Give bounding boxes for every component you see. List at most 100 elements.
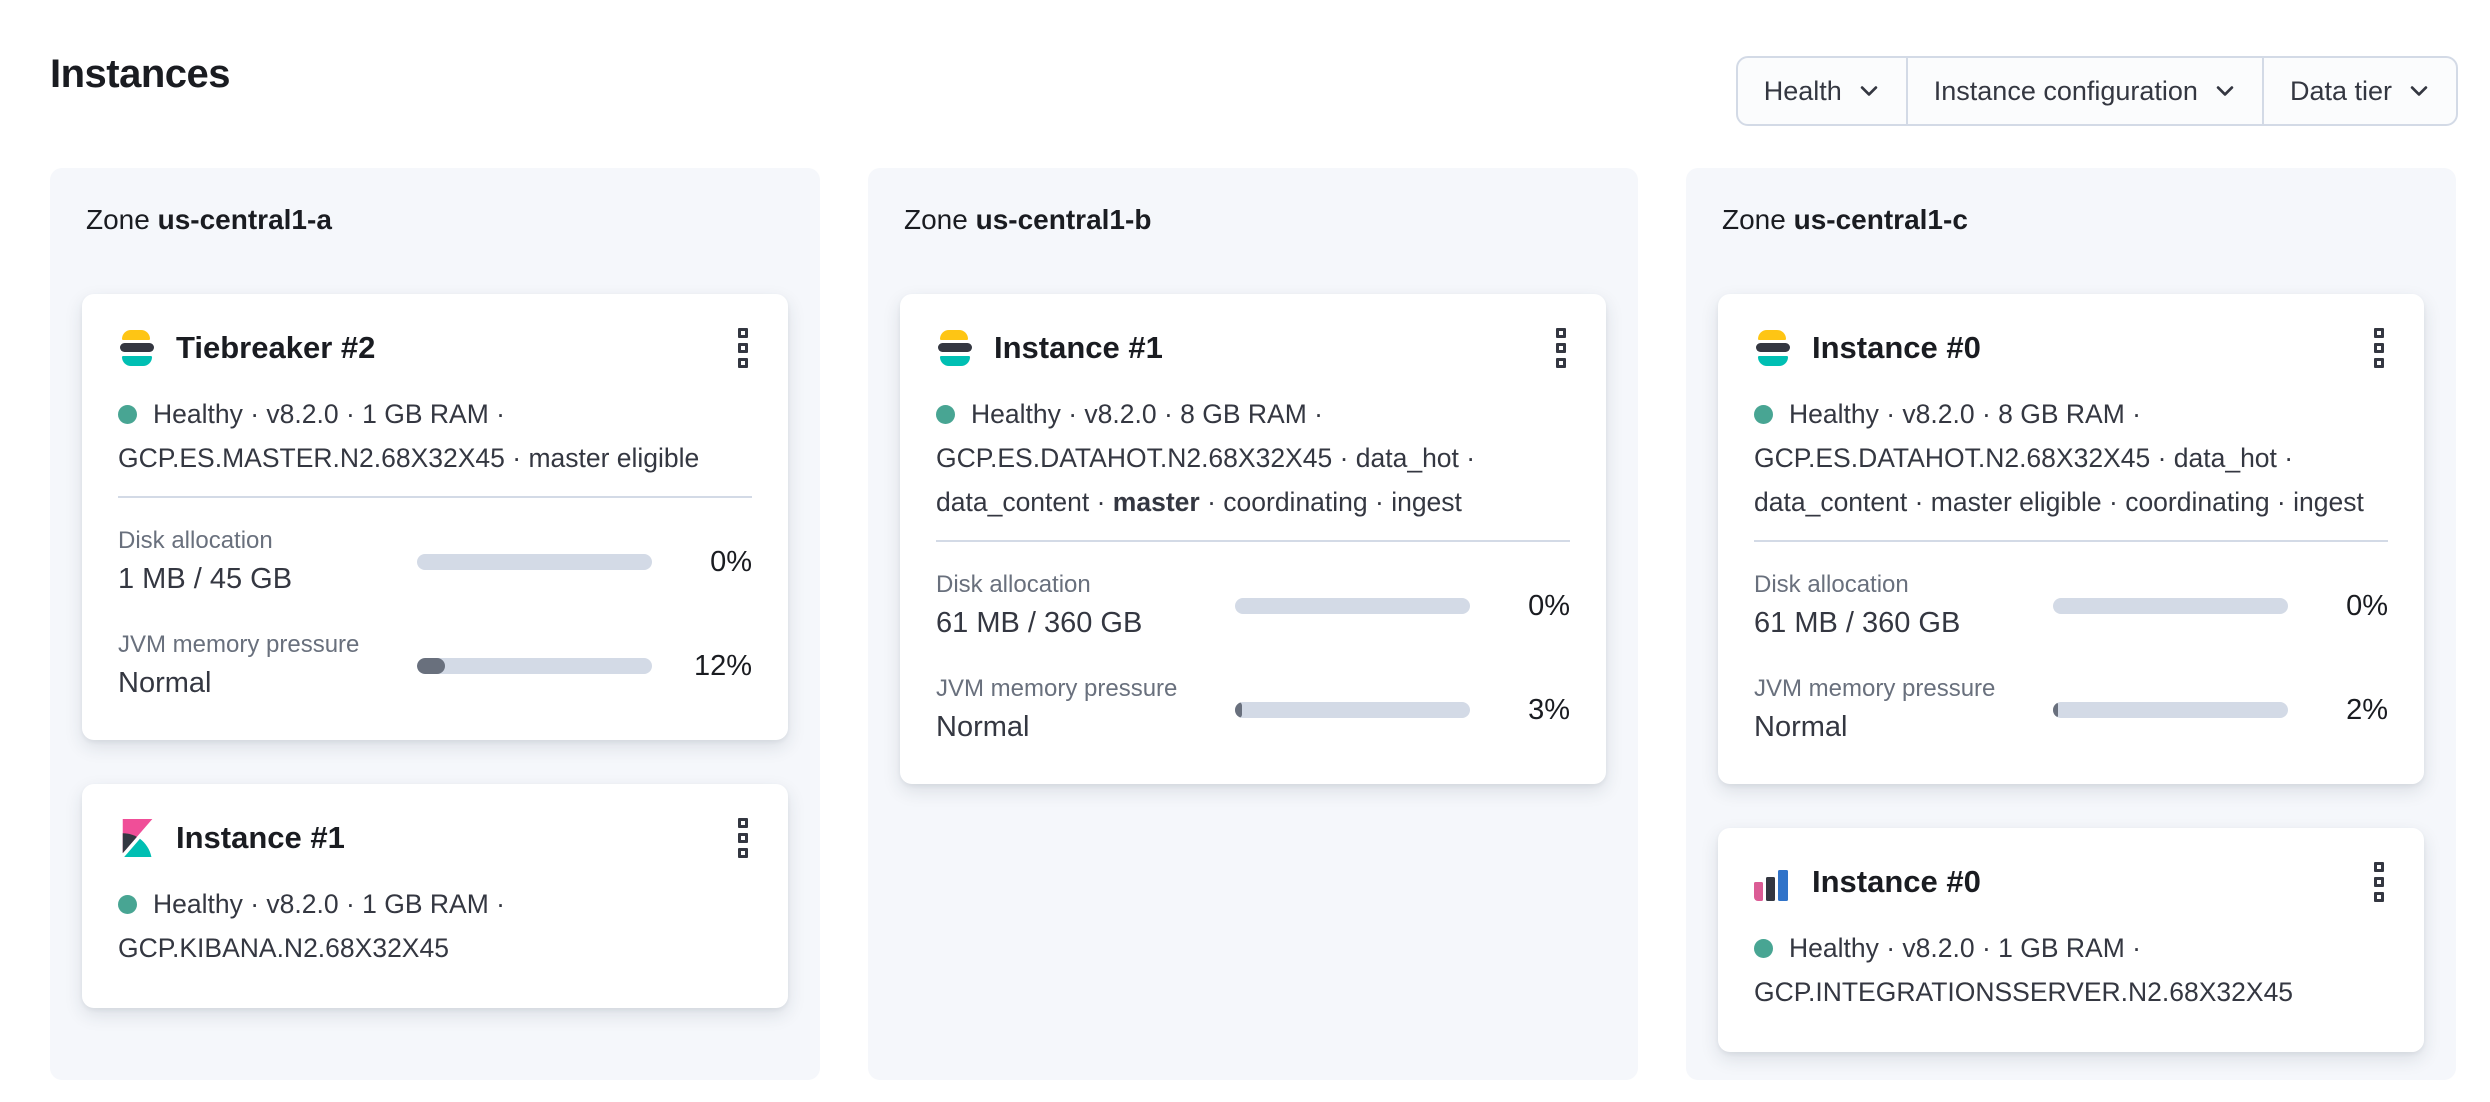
- integrations-server-logo-icon: [1754, 863, 1792, 901]
- top-bar: Instances Health Instance configuration …: [0, 0, 2490, 126]
- jvm-percent: 3%: [1528, 693, 1570, 726]
- instance-card-kibana-1: Instance #1 Healthy · v8.2.0 · 1 GB RAM …: [82, 784, 788, 1008]
- chevron-down-icon: [1860, 86, 1878, 96]
- disk-allocation-row: Disk allocation 61 MB / 360 GB 0%: [1754, 570, 2388, 642]
- zone-header: Zone us-central1-c: [1722, 204, 2424, 236]
- disk-allocation-value: 61 MB / 360 GB: [936, 607, 1143, 639]
- disk-progress-bar: [1235, 598, 1470, 614]
- instance-configuration-text: GCP.ES.MASTER.N2.68X32X45 · master eligi…: [118, 443, 700, 473]
- health-label: Healthy: [1789, 399, 1879, 429]
- zone-panel-us-central1-a: Zone us-central1-a Tiebreaker #2 Healthy…: [50, 168, 820, 1080]
- health-dot-icon: [118, 405, 137, 424]
- disk-allocation-label: Disk allocation: [118, 527, 273, 554]
- card-divider: [936, 540, 1570, 542]
- disk-percent: 0%: [710, 545, 752, 578]
- instance-title: Tiebreaker #2: [176, 330, 376, 365]
- instance-card-tiebreaker-2: Tiebreaker #2 Healthy · v8.2.0 · 1 GB RA…: [82, 294, 788, 740]
- instance-menu-button[interactable]: [734, 326, 752, 370]
- node-roles-text: data_content · master eligible · coordin…: [1754, 487, 2364, 517]
- health-label: Healthy: [1789, 933, 1879, 963]
- instance-menu-button[interactable]: [2370, 860, 2388, 904]
- health-dot-icon: [936, 405, 955, 424]
- zone-name: us-central1-b: [975, 204, 1152, 235]
- instance-status: Healthy · v8.2.0 · 1 GB RAM · GCP.INTEGR…: [1754, 933, 2294, 1007]
- instance-configuration-text: GCP.ES.DATAHOT.N2.68X32X45 · data_hot ·: [1754, 443, 2294, 473]
- zone-panel-us-central1-c: Zone us-central1-c Instance #0 Healthy ·…: [1686, 168, 2456, 1080]
- jvm-memory-label: JVM memory pressure: [936, 675, 1178, 702]
- instance-configuration-text: GCP.KIBANA.N2.68X32X45: [118, 933, 449, 963]
- boxes-vertical-icon: [738, 818, 748, 828]
- health-dot-icon: [118, 895, 137, 914]
- boxes-vertical-icon: [2374, 862, 2384, 872]
- card-divider: [1754, 540, 2388, 542]
- health-label: Healthy: [153, 399, 243, 429]
- chevron-down-icon: [2216, 86, 2234, 96]
- page-title: Instances: [50, 52, 231, 96]
- filter-group: Health Instance configuration Data tier: [1735, 56, 2458, 126]
- zone-label: Zone: [904, 204, 968, 235]
- jvm-memory-row: JVM memory pressure Normal 12%: [118, 630, 752, 702]
- elasticsearch-logo-icon: [1754, 329, 1792, 367]
- jvm-memory-value: Normal: [1754, 711, 1848, 743]
- filter-button-data-tier[interactable]: Data tier: [2264, 58, 2456, 124]
- instance-menu-button[interactable]: [734, 816, 752, 860]
- health-dot-icon: [1754, 939, 1773, 958]
- zone-label: Zone: [1722, 204, 1786, 235]
- boxes-vertical-icon: [2374, 328, 2384, 338]
- boxes-vertical-icon: [1556, 328, 1566, 338]
- elasticsearch-logo-icon: [936, 329, 974, 367]
- instance-title: Instance #0: [1812, 864, 1981, 899]
- filter-button-instance-configuration[interactable]: Instance configuration: [1908, 58, 2264, 124]
- disk-progress-bar: [417, 554, 652, 570]
- instance-status: Healthy · v8.2.0 · 1 GB RAM · GCP.KIBANA…: [118, 889, 505, 963]
- jvm-progress-bar: [1235, 702, 1470, 718]
- disk-percent: 0%: [2346, 589, 2388, 622]
- jvm-memory-label: JVM memory pressure: [118, 631, 360, 658]
- jvm-percent: 2%: [2346, 693, 2388, 726]
- disk-progress-bar: [2053, 598, 2288, 614]
- jvm-percent: 12%: [693, 649, 752, 682]
- jvm-memory-value: Normal: [118, 667, 212, 699]
- instance-menu-button[interactable]: [2370, 326, 2388, 370]
- jvm-memory-row: JVM memory pressure Normal 3%: [936, 674, 1570, 746]
- filter-data-tier-label: Data tier: [2289, 75, 2392, 106]
- card-divider: [118, 496, 752, 498]
- health-label: Healthy: [971, 399, 1061, 429]
- instance-card-es-0: Instance #0 Healthy · v8.2.0 · 8 GB RAM …: [1718, 294, 2424, 784]
- kibana-logo-icon: [118, 819, 156, 857]
- disk-allocation-label: Disk allocation: [1754, 571, 1909, 598]
- zone-header: Zone us-central1-a: [86, 204, 788, 236]
- jvm-progress-bar: [2053, 702, 2288, 718]
- boxes-vertical-icon: [738, 328, 748, 338]
- disk-allocation-value: 1 MB / 45 GB: [118, 563, 293, 595]
- instance-title: Instance #0: [1812, 330, 1981, 365]
- filter-button-health[interactable]: Health: [1738, 58, 1908, 124]
- disk-allocation-value: 61 MB / 360 GB: [1754, 607, 1961, 639]
- instance-menu-button[interactable]: [1552, 326, 1570, 370]
- jvm-memory-value: Normal: [936, 711, 1030, 743]
- chevron-down-icon: [2410, 86, 2428, 96]
- zone-label: Zone: [86, 204, 150, 235]
- jvm-progress-fill: [417, 658, 446, 674]
- zones-row: Zone us-central1-a Tiebreaker #2 Healthy…: [50, 168, 2456, 1080]
- instance-configuration-text: GCP.INTEGRATIONSSERVER.N2.68X32X45: [1754, 977, 2294, 1007]
- instance-status: Healthy · v8.2.0 · 8 GB RAM · GCP.ES.DAT…: [936, 399, 1476, 517]
- jvm-progress-fill: [1235, 702, 1243, 718]
- instance-status: Healthy · v8.2.0 · 8 GB RAM · GCP.ES.DAT…: [1754, 399, 2364, 517]
- jvm-progress-bar: [417, 658, 652, 674]
- filter-health-label: Health: [1763, 75, 1842, 106]
- disk-percent: 0%: [1528, 589, 1570, 622]
- health-dot-icon: [1754, 405, 1773, 424]
- jvm-progress-fill: [2053, 702, 2058, 718]
- node-role-master: master: [1112, 487, 1200, 517]
- instance-status: Healthy · v8.2.0 · 1 GB RAM · GCP.ES.MAS…: [118, 399, 700, 473]
- jvm-memory-label: JVM memory pressure: [1754, 675, 1996, 702]
- instance-configuration-text: GCP.ES.DATAHOT.N2.68X32X45 · data_hot ·: [936, 443, 1476, 473]
- instance-card-es-1: Instance #1 Healthy · v8.2.0 · 8 GB RAM …: [900, 294, 1606, 784]
- filter-instance-configuration-label: Instance configuration: [1933, 75, 2198, 106]
- zone-name: us-central1-c: [1793, 204, 1968, 235]
- jvm-memory-row: JVM memory pressure Normal 2%: [1754, 674, 2388, 746]
- zone-name: us-central1-a: [157, 204, 332, 235]
- health-label: Healthy: [153, 889, 243, 919]
- zone-header: Zone us-central1-b: [904, 204, 1606, 236]
